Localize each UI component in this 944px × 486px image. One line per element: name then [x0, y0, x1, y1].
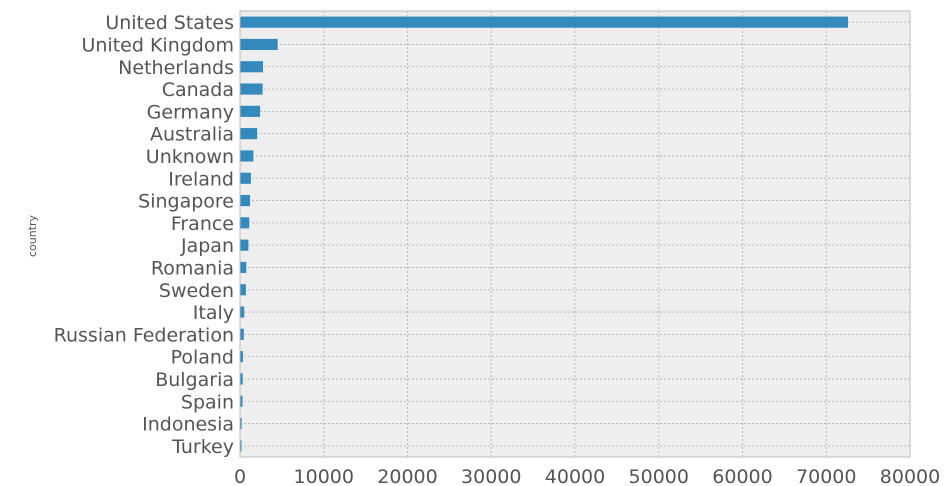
x-tick-label: 80000 [880, 466, 940, 486]
category-label: Ireland [168, 168, 234, 190]
bar-unknown [240, 150, 254, 162]
bar-sweden [240, 284, 246, 296]
x-tick-label: 60000 [712, 466, 772, 486]
category-label: France [171, 213, 234, 235]
bar-singapore [240, 194, 251, 207]
plot-area [240, 11, 910, 457]
category-label: Turkey [171, 436, 234, 458]
bar-indonesia [240, 417, 242, 430]
bar-australia [240, 128, 258, 140]
category-label: Italy [193, 302, 234, 324]
category-label: Canada [162, 79, 234, 101]
bar-russian-federation [240, 328, 244, 340]
category-label: United Kingdom [81, 34, 234, 56]
bar-romania [240, 261, 247, 274]
category-label: Unknown [146, 146, 234, 168]
x-tick-label: 50000 [629, 466, 689, 486]
x-tick-label: 70000 [796, 466, 856, 486]
bar-poland [240, 351, 243, 363]
category-label: Indonesia [142, 414, 234, 436]
x-tick-label: 40000 [545, 466, 605, 486]
category-label: Romania [151, 257, 234, 279]
category-label: Sweden [159, 280, 234, 302]
bar-ireland [240, 172, 251, 184]
x-tick-label: 30000 [461, 466, 521, 486]
bar-japan [240, 239, 249, 251]
category-label: Germany [147, 101, 234, 123]
category-label: Japan [180, 235, 234, 257]
bar-germany [240, 105, 261, 117]
x-tick-label: 20000 [377, 466, 437, 486]
bar-united-states [240, 16, 849, 28]
category-label: Poland [171, 347, 234, 369]
y-axis-label: country [26, 214, 39, 257]
category-label: Netherlands [118, 57, 234, 79]
bar-spain [240, 395, 243, 407]
bar-canada [240, 83, 263, 95]
bar-france [240, 217, 250, 229]
category-label: Bulgaria [155, 369, 234, 391]
category-label: United States [105, 12, 234, 34]
x-tick-label: 0 [234, 466, 246, 486]
bar-bulgaria [240, 373, 243, 385]
bar-netherlands [240, 61, 264, 73]
x-tick-label: 10000 [294, 466, 354, 486]
category-label: Australia [150, 124, 234, 146]
bar-united-kingdom [240, 38, 278, 51]
x-tick-labels: 0 10000 20000 30000 40000 50000 60000 70000 8000… [234, 466, 940, 486]
bar-italy [240, 306, 245, 318]
category-label: Spain [181, 391, 234, 413]
bars [240, 16, 849, 452]
category-label: Russian Federation [54, 324, 234, 346]
bar-turkey [240, 440, 242, 452]
plot-frame [239, 10, 911, 458]
category-label: Singapore [138, 191, 234, 213]
